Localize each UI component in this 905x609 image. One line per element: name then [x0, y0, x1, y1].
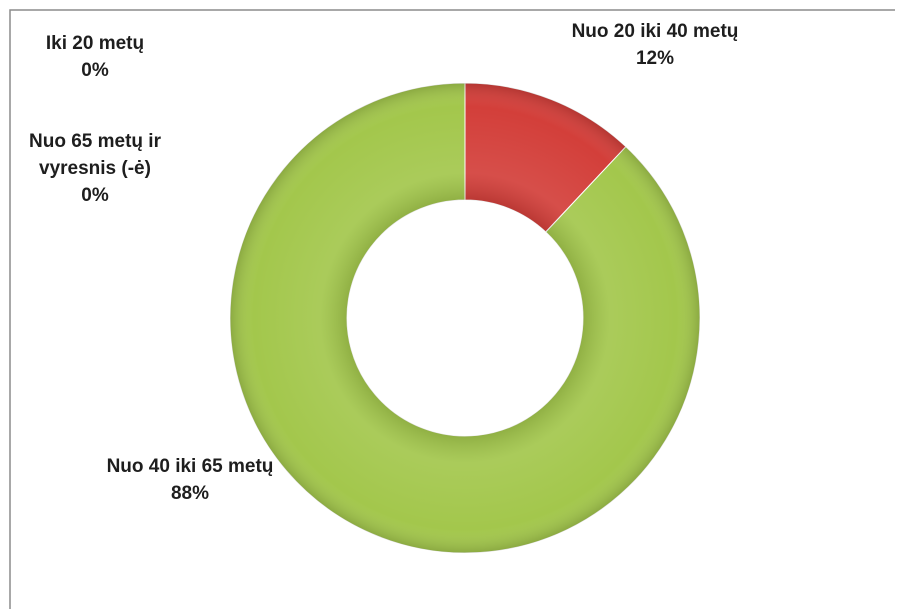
slice-label: Nuo 20 iki 40 metų 12%	[560, 18, 750, 72]
donut-hole	[347, 200, 583, 436]
value-label: 88%	[170, 483, 210, 504]
category-label: Nuo 65 metų ir vyresnis (-ė)	[29, 131, 161, 179]
value-label: 0%	[81, 60, 109, 81]
slice-label: Nuo 40 iki 65 metų 88%	[95, 453, 285, 507]
slice-label: Iki 20 metų 0%	[0, 30, 190, 84]
value-label: 0%	[81, 185, 109, 206]
value-label: 12%	[635, 48, 675, 69]
slice-label: Nuo 65 metų ir vyresnis (-ė) 0%	[0, 128, 190, 209]
category-label: Iki 20 metų	[45, 33, 145, 54]
category-label: Nuo 20 iki 40 metų	[571, 21, 739, 42]
category-label: Nuo 40 iki 65 metų	[106, 456, 274, 477]
chart-border	[9, 9, 895, 609]
